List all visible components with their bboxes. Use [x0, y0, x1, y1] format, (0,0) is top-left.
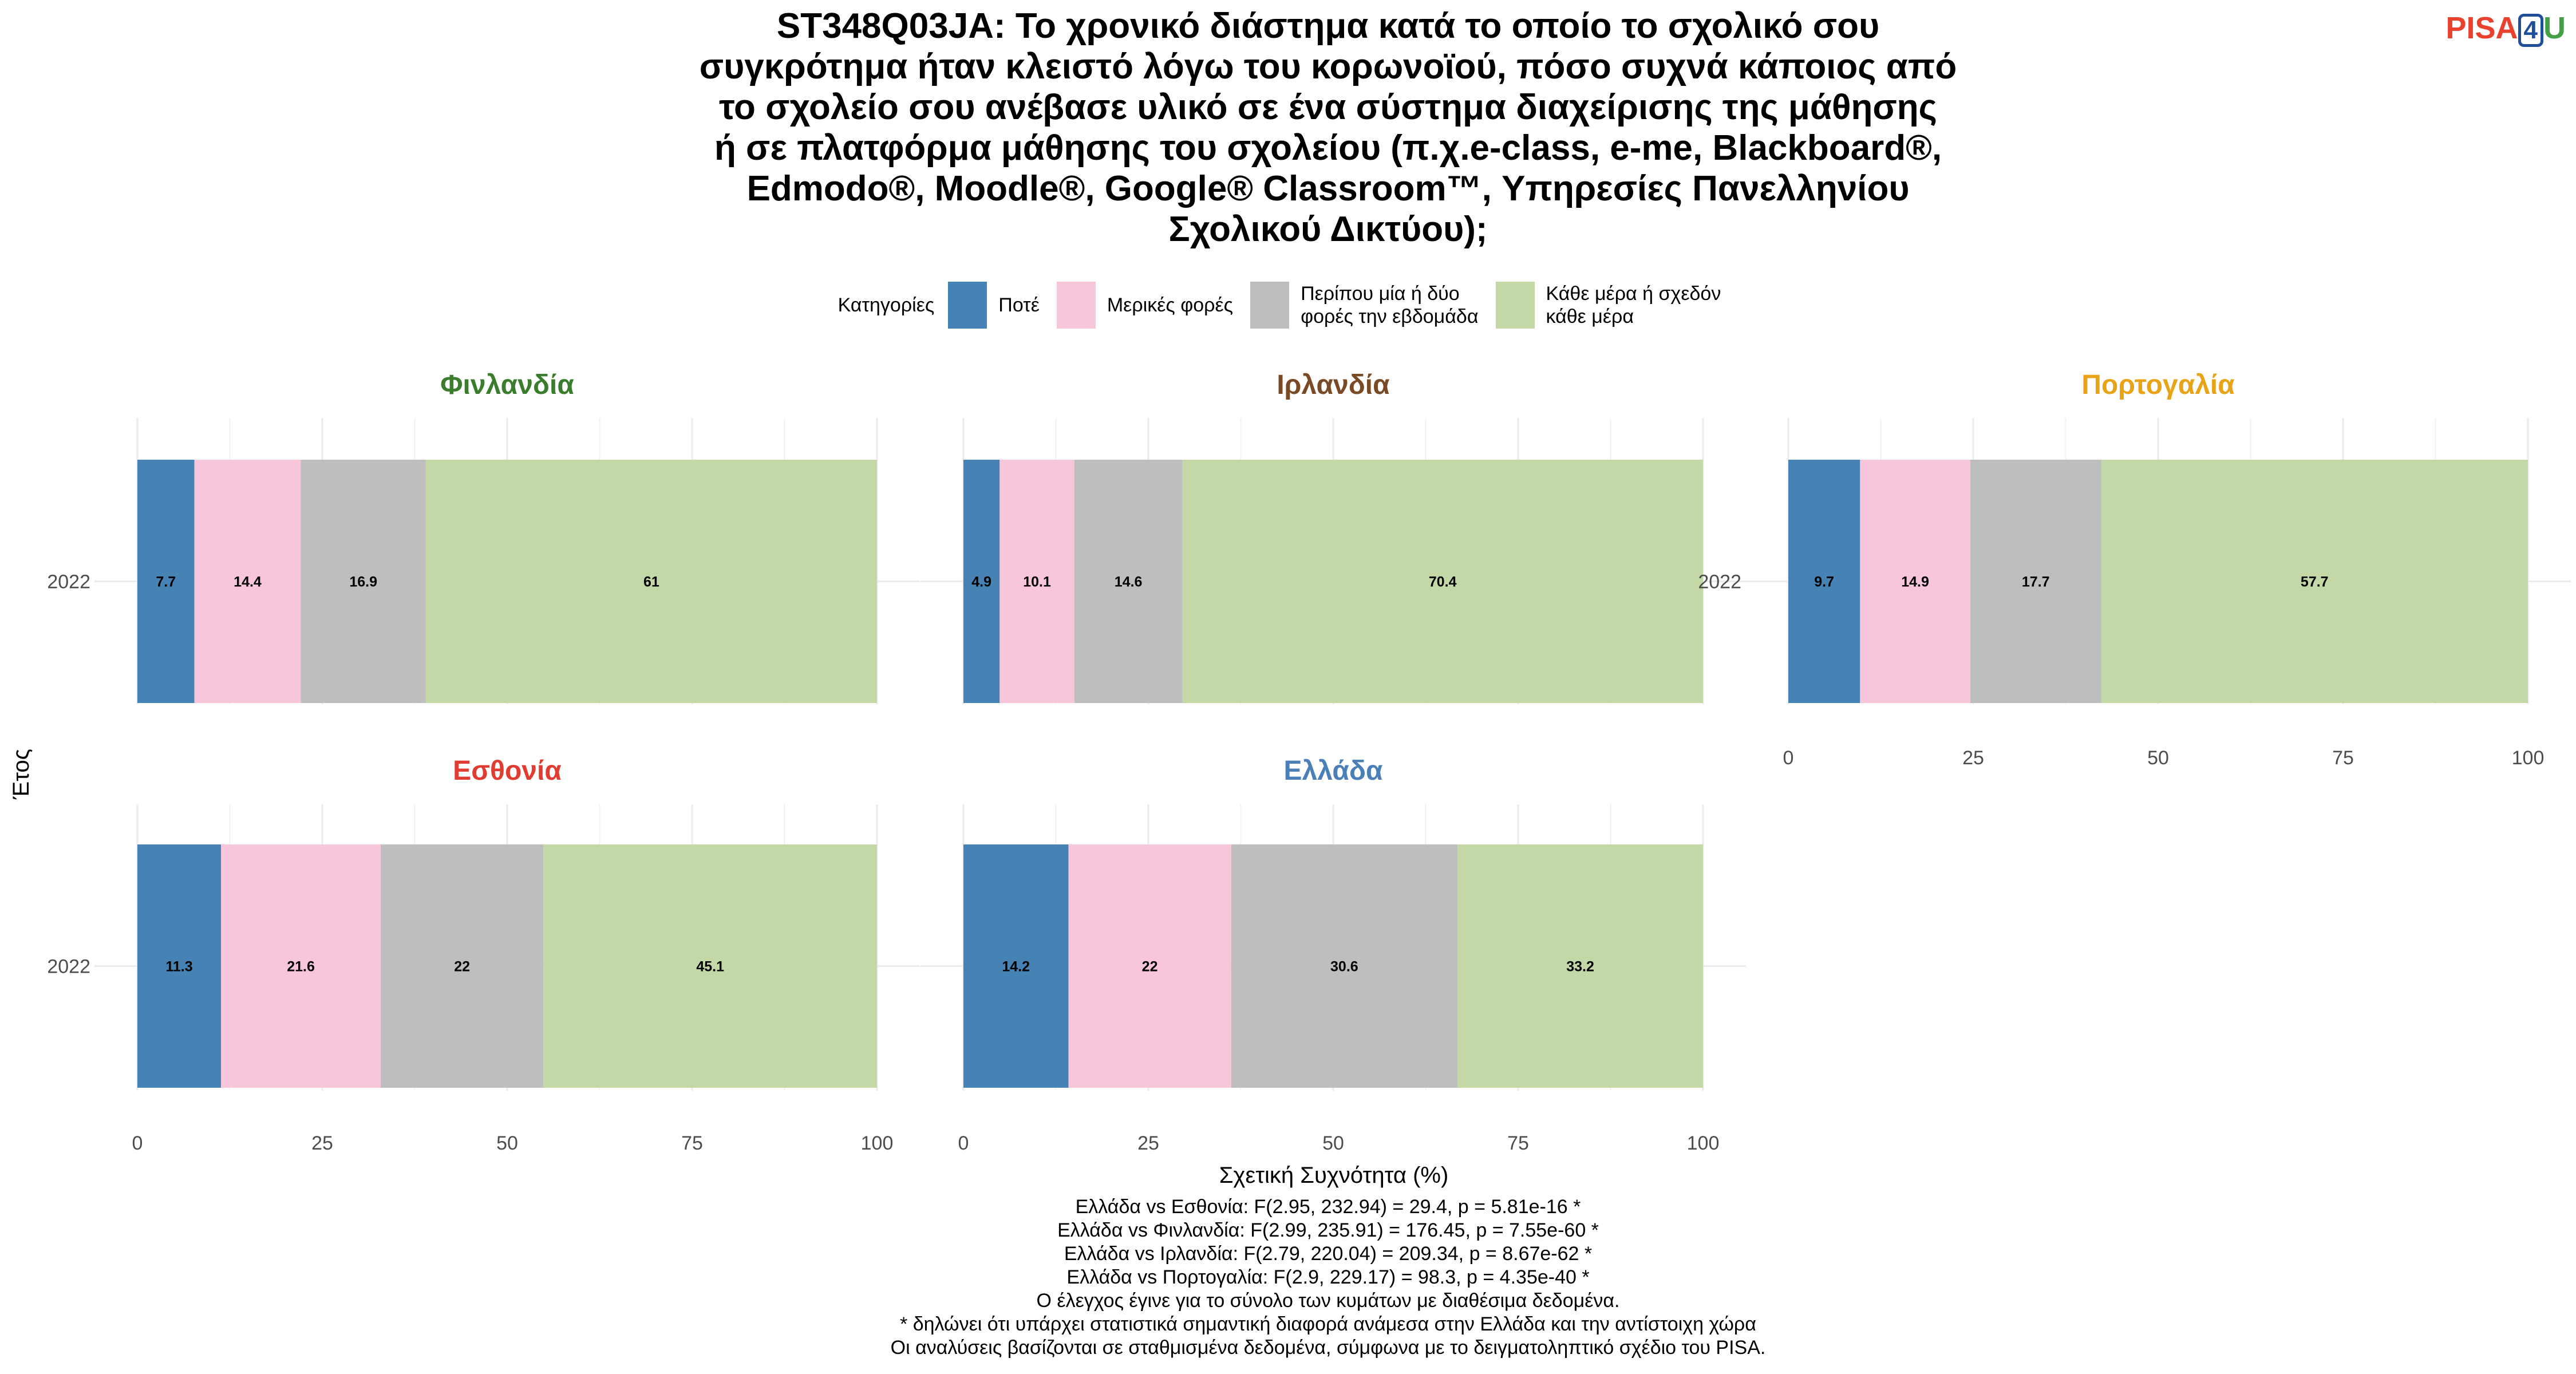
x-tick-label: 100 — [2512, 747, 2545, 769]
footnotes: Ελλάδα vs Εσθονία: F(2.95, 232.94) = 29.… — [515, 1195, 2141, 1360]
legend-label-daily: Κάθε μέρα ή σχεδόν κάθε μέρα — [1546, 283, 1721, 327]
bar-segment-daily — [2101, 460, 2528, 703]
bar-segment-weekly — [1074, 460, 1183, 703]
y-tick-label: 2022 — [47, 956, 90, 978]
pisa4u-logo: PISA 4 U — [2445, 8, 2566, 48]
legend-swatch-sometimes — [1056, 282, 1096, 329]
x-tick-label: 25 — [1962, 747, 1984, 769]
x-tick-label: 50 — [2147, 747, 2169, 769]
legend-item-never: Ποτέ — [948, 282, 1040, 329]
logo-text-u: U — [2543, 11, 2566, 45]
panel-title: Φινλανδία — [440, 370, 574, 400]
bar-segment-weekly — [301, 460, 426, 703]
data-label: 33.2 — [1566, 959, 1594, 975]
data-label: 21.6 — [287, 959, 315, 975]
footnote-line: Οι αναλύσεις βασίζονται σε σταθμισμένα δ… — [890, 1337, 1766, 1359]
x-tick-label: 0 — [132, 1132, 143, 1154]
data-label: 70.4 — [1429, 574, 1457, 590]
chart-title: ST348Q03JA: Το χρονικό διάστημα κατά το … — [699, 6, 1957, 249]
footnote-line: Ο έλεγχος έγινε για το σύνολο των κυμάτω… — [1036, 1290, 1620, 1312]
bar-segment-never — [963, 460, 1000, 703]
data-label: 22 — [454, 959, 470, 975]
bar-segment-sometimes — [1068, 844, 1231, 1088]
x-tick-label: 100 — [1687, 1132, 1720, 1154]
x-tick-label: 100 — [861, 1132, 894, 1154]
legend-title: Κατηγορίες — [837, 294, 935, 316]
bar-segment-daily — [1182, 460, 1703, 703]
bar-segment-never — [1788, 460, 1860, 703]
footnote-line: Ελλάδα vs Πορτογαλία: F(2.9, 229.17) = 9… — [1066, 1266, 1590, 1288]
footnote-line: Ελλάδα vs Φινλανδία: F(2.99, 235.91) = 1… — [1057, 1219, 1599, 1241]
data-label: 11.3 — [165, 959, 192, 975]
bar-segment-never — [137, 844, 221, 1088]
legend-label-never: Ποτέ — [998, 294, 1040, 316]
logo-text-pisa: PISA — [2445, 11, 2518, 45]
legend-label-sometimes: Μερικές φορές — [1107, 294, 1234, 316]
legend-item-weekly: Περίπου μία ή δύο φορές την εβδομάδα — [1250, 282, 1479, 329]
bar-segment-sometimes — [194, 460, 301, 703]
bar-segment-sometimes — [999, 460, 1074, 703]
x-tick-label: 25 — [1137, 1132, 1159, 1154]
data-label: 4.9 — [971, 574, 991, 590]
data-label: 57.7 — [2301, 574, 2329, 590]
data-label: 14.2 — [1002, 959, 1030, 975]
data-label: 9.7 — [1814, 574, 1834, 590]
data-label: 45.1 — [696, 959, 724, 975]
panel-title: Ιρλανδία — [1277, 370, 1390, 400]
bar-segment-daily — [1457, 844, 1703, 1088]
footnote-line: Ελλάδα vs Εσθονία: F(2.95, 232.94) = 29.… — [1075, 1196, 1581, 1218]
data-label: 10.1 — [1023, 574, 1051, 590]
panel-title: Ελλάδα — [1284, 756, 1383, 786]
data-label: 7.7 — [156, 574, 176, 590]
legend-swatch-weekly — [1250, 282, 1290, 329]
data-label: 17.7 — [2022, 574, 2050, 590]
legend-label-weekly: Περίπου μία ή δύο φορές την εβδομάδα — [1301, 283, 1479, 327]
bar-segment-never — [137, 460, 195, 703]
data-label: 14.9 — [1901, 574, 1929, 590]
legend-swatch-never — [948, 282, 987, 329]
bar-segment-weekly — [381, 844, 544, 1088]
panel-title: Πορτογαλία — [2081, 370, 2235, 400]
legend-item-daily: Κάθε μέρα ή σχεδόν κάθε μέρα — [1495, 282, 1721, 329]
data-label: 61 — [643, 574, 659, 590]
data-label: 30.6 — [1330, 959, 1358, 975]
bar-segment-sometimes — [1860, 460, 1970, 703]
footnote-line: * δηλώνει ότι υπάρχει στατιστικά σημαντι… — [900, 1313, 1756, 1335]
footnote-line: Ελλάδα vs Ιρλανδία: F(2.79, 220.04) = 20… — [1064, 1243, 1593, 1265]
y-tick-label: 2022 — [47, 571, 90, 593]
bar-segment-daily — [543, 844, 877, 1088]
bar-segment-sometimes — [220, 844, 381, 1088]
x-tick-label: 0 — [958, 1132, 969, 1154]
x-tick-label: 50 — [496, 1132, 518, 1154]
data-label: 14.4 — [234, 574, 262, 590]
data-label: 22 — [1142, 959, 1158, 975]
y-tick-label: 2022 — [1698, 571, 1741, 593]
x-tick-label: 75 — [681, 1132, 703, 1154]
bar-segment-weekly — [1970, 460, 2101, 703]
data-label: 16.9 — [349, 574, 377, 590]
legend-item-sometimes: Μερικές φορές — [1056, 282, 1234, 329]
x-tick-label: 25 — [311, 1132, 333, 1154]
logo-text-4: 4 — [2518, 14, 2543, 47]
x-axis-title: Σχετική Συχνότητα (%) — [1219, 1163, 1449, 1188]
bar-segment-weekly — [1231, 844, 1458, 1088]
data-label: 14.6 — [1115, 574, 1143, 590]
bar-segment-never — [963, 844, 1069, 1088]
legend-swatch-daily — [1495, 282, 1535, 329]
x-tick-label: 75 — [1507, 1132, 1529, 1154]
bar-segment-daily — [425, 460, 877, 703]
panel-title: Εσθονία — [453, 756, 562, 786]
x-tick-label: 50 — [1322, 1132, 1344, 1154]
x-tick-label: 0 — [1783, 747, 1794, 769]
y-axis-title: Έτος — [9, 749, 34, 800]
x-tick-label: 75 — [2332, 747, 2354, 769]
legend: Κατηγορίες Ποτέ Μερικές φορές Περίπου μί… — [0, 282, 2576, 329]
